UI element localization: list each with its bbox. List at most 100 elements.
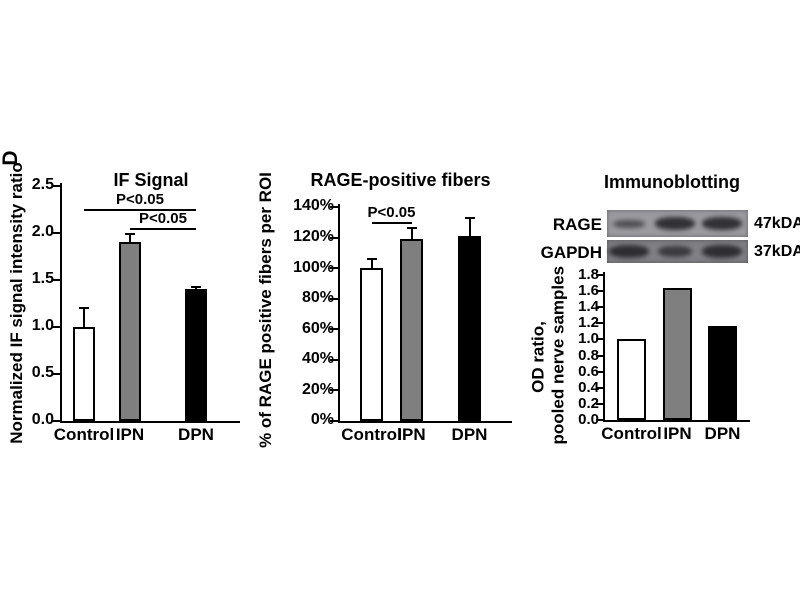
- y-tick-label: 1.2: [578, 314, 599, 332]
- y-tick-label: 2.0: [31, 223, 54, 241]
- y-tick-label: 1.0: [578, 330, 599, 348]
- error-bar-cap: [406, 227, 417, 230]
- chart-title-if-signal: IF Signal: [113, 170, 189, 190]
- error-bar-cap: [366, 257, 377, 260]
- y-tick: [330, 236, 338, 239]
- y-tick-label: 0%: [310, 411, 334, 429]
- y-tick: [330, 328, 338, 331]
- blot-weight-label-37kda: 37kDA: [754, 243, 800, 260]
- x-category-label-control: Control: [53, 425, 115, 444]
- significance-line: [84, 209, 196, 211]
- y-tick-label: 0.2: [578, 394, 599, 412]
- y-tick: [330, 206, 338, 208]
- blot-band-dpn: [702, 217, 742, 230]
- y-axis-label-rage-fibers: % of RAGE positive fibers per ROI: [256, 172, 275, 448]
- x-category-label-dpn: DPN: [178, 425, 214, 444]
- y-tick: [596, 274, 603, 276]
- y-axis: [603, 272, 605, 420]
- bar-dpn: [708, 325, 737, 420]
- x-category-label-control: Control: [341, 425, 402, 444]
- y-tick-label: 120%: [293, 227, 334, 245]
- y-tick: [596, 370, 603, 373]
- blot-weight-label-47kda: 47kDA: [754, 215, 800, 232]
- y-tick-label: 0.4: [578, 378, 599, 396]
- blot-protein-label-rage: RAGE: [552, 215, 602, 234]
- error-bar-whisker: [468, 217, 471, 237]
- error-bar-whisker: [129, 233, 131, 243]
- x-category-label-ipn: IPN: [397, 425, 426, 444]
- y-tick-label: 40%: [301, 350, 334, 368]
- x-category-label-ipn: IPN: [663, 424, 692, 443]
- bar-ipn: [400, 239, 423, 421]
- blot-band-ipn: [655, 217, 695, 230]
- error-bar-cap: [464, 216, 475, 219]
- y-axis: [60, 183, 62, 421]
- x-category-label-dpn: DPN: [451, 425, 488, 444]
- error-bar-whisker: [195, 286, 197, 290]
- y-tick-label: 1.5: [31, 270, 54, 288]
- chart-title-immunoblotting: Immunoblotting: [604, 172, 740, 192]
- blot-band-control: [613, 219, 645, 228]
- y-tick: [596, 419, 603, 421]
- y-tick-label: 80%: [301, 289, 334, 307]
- error-bar-cap: [191, 285, 201, 288]
- y-tick: [52, 326, 60, 328]
- x-axis: [338, 421, 512, 423]
- bar-control: [617, 339, 646, 420]
- bar-control: [360, 268, 383, 421]
- error-bar-whisker: [410, 228, 413, 240]
- blot-band-dpn: [702, 245, 742, 258]
- y-axis-label-line-1: OD ratio,: [528, 321, 548, 393]
- significance-label: P<0.05: [367, 204, 416, 221]
- significance-line: [371, 222, 412, 224]
- y-tick: [330, 420, 338, 422]
- chart-title-rage-fibers: RAGE-positive fibers: [310, 170, 491, 190]
- y-tick: [596, 386, 603, 389]
- y-axis-label-if-signal: Normalized IF signal intensity ratio: [7, 162, 26, 444]
- bar-dpn: [458, 236, 481, 421]
- x-category-label-ipn: IPN: [115, 425, 145, 444]
- blot-band-control: [609, 245, 649, 258]
- blot-strip-rage: [607, 210, 748, 237]
- y-tick: [330, 358, 338, 361]
- y-tick: [596, 322, 603, 325]
- y-tick: [52, 279, 60, 281]
- error-bar-whisker: [370, 258, 373, 269]
- y-tick: [596, 290, 603, 293]
- y-tick-label: 0.6: [578, 362, 599, 380]
- significance-label: P<0.05: [116, 191, 164, 208]
- bar-dpn: [185, 289, 207, 421]
- x-axis: [60, 421, 240, 423]
- y-tick-label: 1.4: [578, 298, 599, 316]
- y-tick-label: 20%: [301, 380, 334, 398]
- y-tick-label: 60%: [301, 319, 334, 337]
- blot-protein-label-gapdh: GAPDH: [540, 243, 602, 262]
- x-category-label-control: Control: [601, 424, 662, 443]
- significance-label: P<0.05: [139, 210, 187, 227]
- x-category-label-dpn: DPN: [704, 424, 741, 443]
- bar-control: [73, 327, 95, 421]
- y-tick: [330, 267, 338, 270]
- y-tick: [52, 185, 60, 187]
- bar-ipn: [663, 287, 692, 420]
- y-tick-label: 0.0: [578, 411, 599, 428]
- y-tick-label: 2.5: [31, 176, 54, 194]
- y-axis: [338, 204, 340, 421]
- y-axis-label-od-ratio: OD ratio, pooled nerve samples: [528, 265, 571, 445]
- y-tick: [596, 338, 603, 341]
- y-tick-label: 0.0: [31, 411, 54, 429]
- y-tick-label: 140%: [293, 197, 334, 215]
- y-axis-label-line-2: pooled nerve samples: [548, 265, 568, 445]
- y-tick: [330, 389, 338, 392]
- y-tick-label: 1.0: [31, 317, 54, 335]
- y-tick: [596, 354, 603, 357]
- y-tick: [596, 306, 603, 309]
- y-tick: [52, 373, 60, 375]
- y-tick-label: 1.8: [578, 266, 599, 283]
- blot-strip-gapdh: [607, 240, 748, 263]
- bar-ipn: [119, 242, 141, 421]
- significance-line: [130, 228, 196, 230]
- y-tick-label: 1.6: [578, 282, 599, 300]
- blot-band-ipn: [658, 246, 692, 257]
